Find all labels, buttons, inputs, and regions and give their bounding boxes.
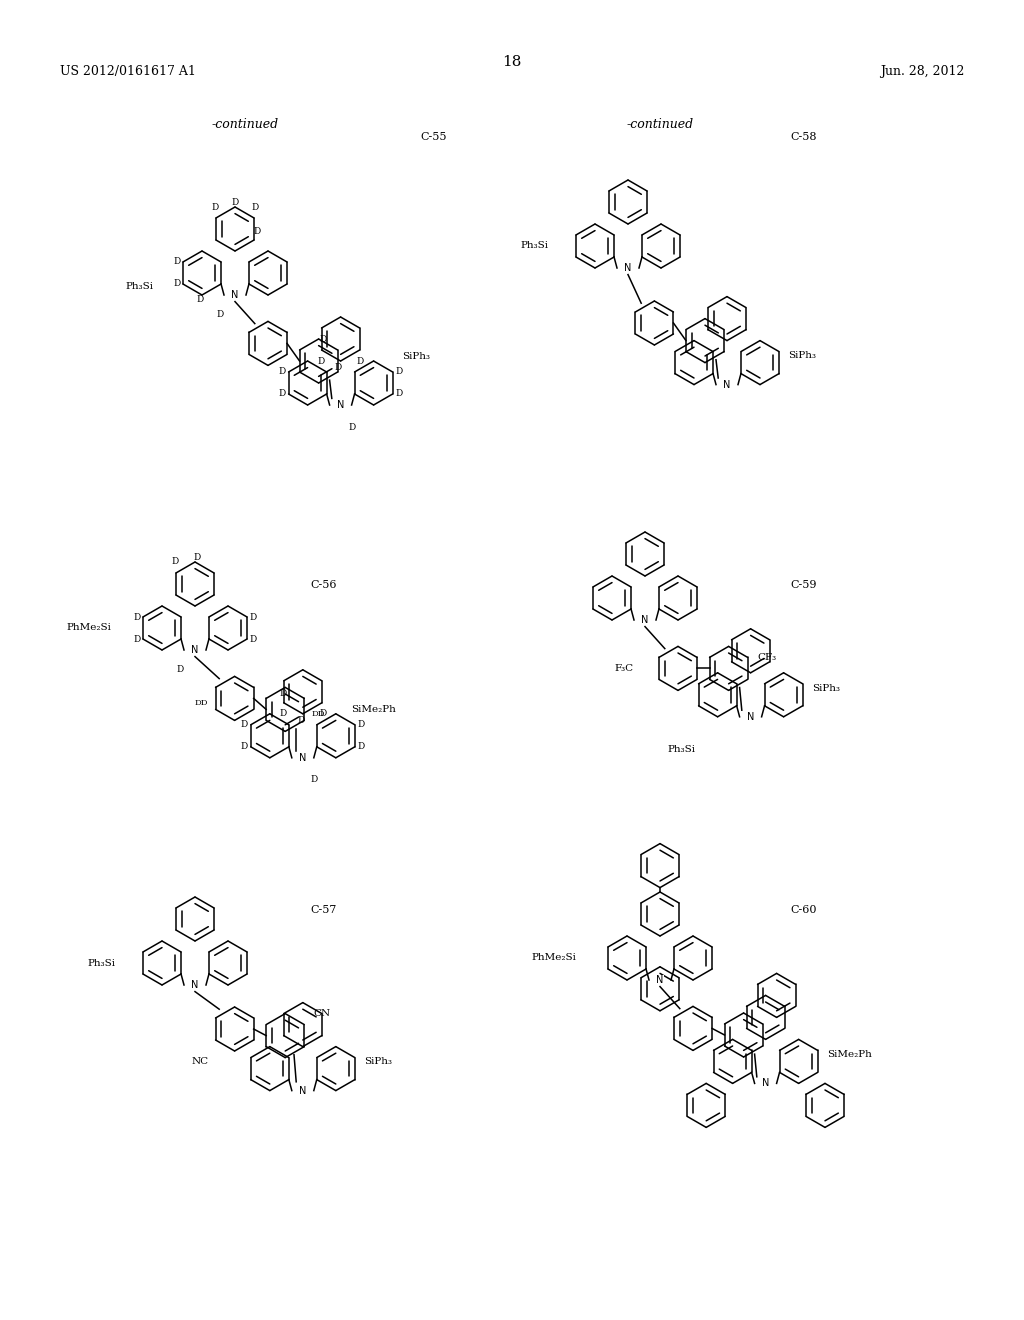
Text: N: N — [231, 290, 239, 300]
Text: SiMe₂Ph: SiMe₂Ph — [827, 1051, 872, 1060]
Text: D: D — [212, 202, 219, 211]
Text: D: D — [395, 367, 402, 376]
Text: SiPh₃: SiPh₃ — [402, 352, 430, 362]
Text: D: D — [395, 389, 402, 399]
Text: SiPh₃: SiPh₃ — [365, 1057, 392, 1067]
Text: D: D — [133, 612, 140, 622]
Text: N: N — [191, 645, 199, 655]
Text: PhMe₂Si: PhMe₂Si — [67, 623, 112, 632]
Text: SiPh₃: SiPh₃ — [788, 351, 816, 360]
Text: D: D — [348, 422, 355, 432]
Text: N: N — [746, 711, 755, 722]
Text: C-55: C-55 — [420, 132, 446, 143]
Text: D: D — [317, 356, 325, 366]
Text: N: N — [625, 263, 632, 273]
Text: Ph₃Si: Ph₃Si — [126, 281, 154, 290]
Text: D: D — [241, 742, 248, 751]
Text: D: D — [251, 202, 258, 211]
Text: D: D — [216, 310, 223, 319]
Text: N: N — [191, 979, 199, 990]
Text: DD: DD — [311, 710, 325, 718]
Text: -continued: -continued — [211, 117, 279, 131]
Text: C-57: C-57 — [310, 906, 336, 915]
Text: D: D — [356, 356, 364, 366]
Text: 18: 18 — [503, 55, 521, 69]
Text: CF₃: CF₃ — [757, 653, 776, 661]
Text: C-59: C-59 — [790, 579, 816, 590]
Text: CN: CN — [313, 1008, 331, 1018]
Text: Ph₃Si: Ph₃Si — [88, 958, 116, 968]
Text: N: N — [641, 615, 648, 624]
Text: C-60: C-60 — [790, 906, 816, 915]
Text: D: D — [241, 721, 248, 729]
Text: D: D — [335, 363, 342, 372]
Text: F₃C: F₃C — [614, 664, 634, 673]
Text: PhMe₂Si: PhMe₂Si — [531, 953, 577, 962]
Text: D: D — [280, 689, 287, 698]
Text: -continued: -continued — [627, 117, 693, 131]
Text: D: D — [250, 612, 257, 622]
Text: NC: NC — [191, 1057, 208, 1067]
Text: C-58: C-58 — [790, 132, 816, 143]
Text: SiMe₂Ph: SiMe₂Ph — [351, 705, 396, 714]
Text: C-56: C-56 — [310, 579, 337, 590]
Text: D: D — [357, 721, 365, 729]
Text: Jun. 28, 2012: Jun. 28, 2012 — [880, 65, 964, 78]
Text: N: N — [299, 752, 306, 763]
Text: D: D — [297, 715, 304, 725]
Text: Ph₃Si: Ph₃Si — [668, 746, 695, 754]
Text: D: D — [250, 635, 257, 644]
Text: D: D — [172, 557, 179, 566]
Text: D: D — [197, 294, 204, 304]
Text: D: D — [173, 280, 180, 289]
Text: SiPh₃: SiPh₃ — [812, 684, 841, 693]
Text: D: D — [280, 709, 287, 718]
Text: N: N — [299, 1085, 306, 1096]
Text: D: D — [173, 257, 180, 267]
Text: D: D — [318, 709, 327, 718]
Text: D: D — [310, 775, 317, 784]
Text: D: D — [279, 367, 286, 376]
Text: D: D — [194, 553, 201, 562]
Text: N: N — [723, 380, 731, 389]
Text: D: D — [319, 334, 327, 343]
Text: DD: DD — [195, 698, 208, 706]
Text: US 2012/0161617 A1: US 2012/0161617 A1 — [60, 65, 196, 78]
Text: D: D — [133, 635, 140, 644]
Text: D: D — [176, 665, 183, 675]
Text: D: D — [231, 198, 239, 207]
Text: D: D — [357, 742, 365, 751]
Text: Ph₃Si: Ph₃Si — [521, 242, 549, 251]
Text: N: N — [762, 1078, 769, 1089]
Text: D: D — [279, 389, 286, 399]
Text: N: N — [337, 400, 344, 411]
Text: D: D — [253, 227, 261, 236]
Text: N: N — [656, 975, 664, 985]
